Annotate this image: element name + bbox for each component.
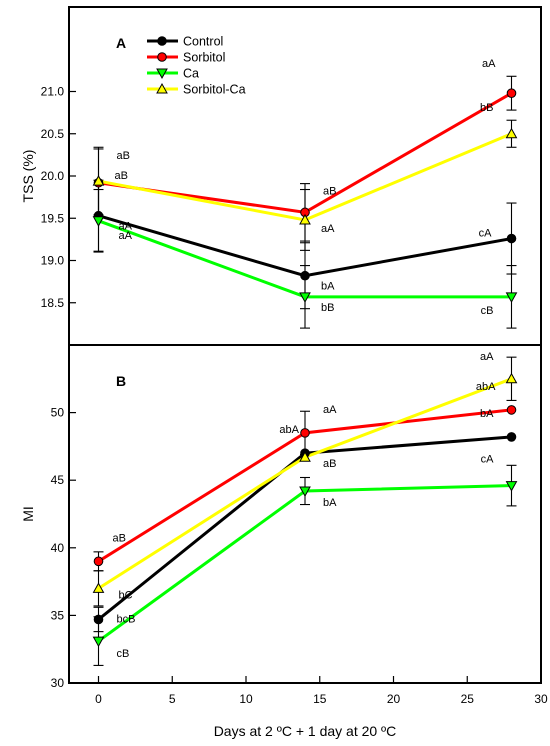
significance-label: aA (119, 230, 133, 242)
x-tick-label: 15 (313, 692, 327, 706)
legend-marker (156, 68, 168, 80)
x-tick-label: 25 (461, 692, 475, 706)
x-tick-label: 30 (534, 692, 548, 706)
series-line (97, 435, 512, 621)
panel-letter: B (116, 373, 126, 389)
legend-item: Sorbitol-Ca (147, 83, 246, 97)
significance-label: bA (480, 408, 494, 420)
data-point (93, 556, 104, 567)
x-tick-label: 0 (95, 692, 102, 706)
data-point (92, 582, 105, 593)
legend-label: Sorbitol-Ca (183, 83, 246, 97)
significance-label: aA (480, 351, 494, 363)
data-point (92, 636, 105, 648)
legend-item: Control (147, 35, 223, 49)
data-point (299, 213, 311, 225)
legend-marker (156, 82, 168, 94)
significance-label: bA (321, 281, 335, 293)
y-tick-label: 30 (51, 676, 65, 690)
data-point (505, 292, 518, 303)
significance-label: aA (482, 58, 496, 70)
y-tick-label: 19.5 (41, 211, 65, 225)
plot-frame (68, 344, 542, 684)
legend-label: Ca (183, 67, 199, 81)
significance-label: cA (479, 228, 493, 240)
legend-marker (157, 52, 167, 62)
data-point (299, 486, 311, 498)
significance-label: aB (323, 185, 336, 197)
significance-label: aA (323, 404, 337, 416)
legend: Control Sorbitol Ca Sorbitol-Ca (147, 35, 246, 97)
y-tick-label: 35 (51, 608, 65, 622)
data-point (505, 481, 518, 492)
significance-label: aB (115, 170, 128, 182)
significance-label: abA (476, 381, 496, 393)
x-tick-label: 20 (387, 692, 401, 706)
x-tick-label: 5 (169, 692, 176, 706)
y-tick-label: 21.0 (41, 85, 65, 99)
significance-label: bB (480, 102, 493, 114)
significance-label: bB (321, 302, 334, 314)
data-point (300, 428, 310, 438)
data-point (92, 216, 105, 227)
significance-label: cB (117, 648, 130, 660)
panel-a-tss-chart: 18.5 19.0 19.5 20.0 20.5 21.0 TSS (%) AaA bA cA aB… (20, 6, 542, 346)
y-tick-label: 40 (51, 541, 65, 555)
legend-label: Control (183, 35, 223, 49)
legend-item: Sorbitol (147, 51, 225, 65)
data-point (300, 270, 310, 281)
y-tick-label: 18.5 (41, 296, 65, 310)
data-point (506, 88, 517, 98)
significance-label: bcB (117, 613, 136, 625)
data-point (92, 175, 105, 186)
series-line (97, 484, 512, 643)
significance-label: aB (117, 150, 130, 162)
significance-label: aA (321, 223, 335, 235)
y-axis-label: TSS (%) (20, 150, 36, 203)
significance-label: cB (481, 305, 494, 317)
y-tick-label: 19.0 (41, 254, 65, 268)
data-point (506, 233, 517, 244)
data-point (505, 372, 518, 384)
significance-label: bA (323, 497, 337, 509)
legend-item: Ca (147, 67, 199, 81)
data-point (299, 451, 311, 462)
panel-letter: A (116, 35, 126, 51)
series-control (93, 435, 512, 633)
data-point (506, 432, 517, 442)
data-point (506, 405, 517, 415)
data-point (299, 292, 311, 303)
y-tick-label: 45 (51, 473, 65, 487)
legend-marker (157, 36, 167, 46)
significance-label: cA (481, 454, 495, 466)
y-tick-label: 20.0 (41, 169, 65, 183)
data-point (505, 127, 518, 139)
significance-label: bC (119, 589, 133, 601)
data-point (93, 614, 104, 625)
significance-label: aB (113, 532, 126, 544)
x-axis-label: Days at 2 ºC + 1 day at 20 ºC (214, 723, 397, 739)
legend-label: Sorbitol (183, 51, 225, 65)
significance-label: aB (323, 458, 336, 470)
panel-b-mi-chart: 3035404550MIBbcBabAbAaBaAabAcBbAcAbCaBaA… (20, 344, 548, 739)
significance-label: abA (279, 424, 299, 436)
significance-label: aA (119, 221, 133, 233)
y-axis-label: MI (20, 506, 36, 522)
x-tick-label: 10 (239, 692, 253, 706)
y-tick-label: 20.5 (41, 127, 65, 141)
y-tick-label: 50 (51, 406, 65, 420)
